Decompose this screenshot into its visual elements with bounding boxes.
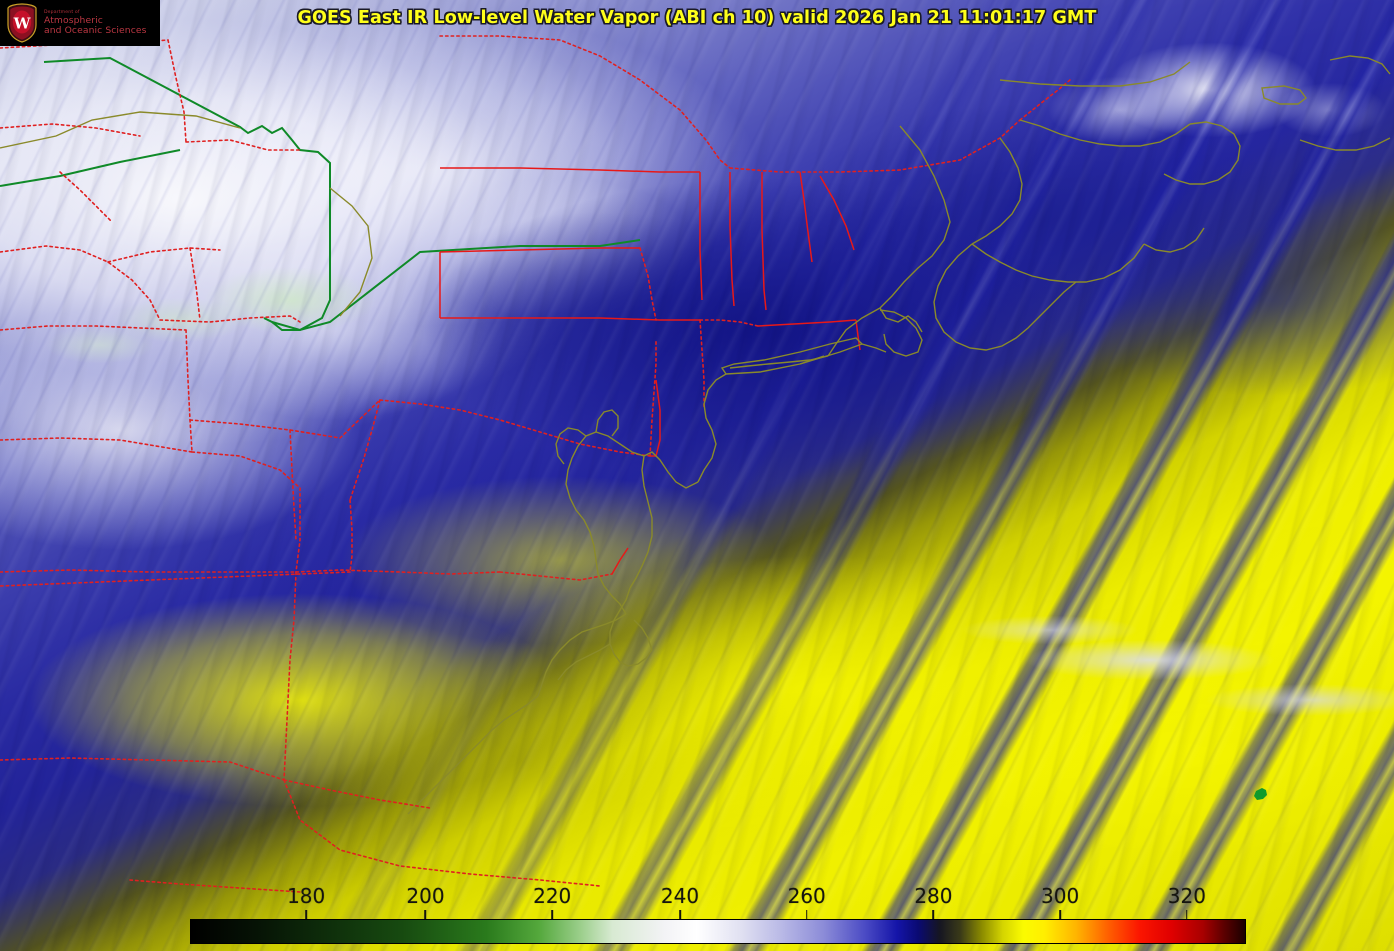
colorbar-gradient <box>190 919 1246 944</box>
atlantic-coastline <box>407 125 951 815</box>
colorbar-tick-marks <box>190 910 1246 919</box>
colorbar-tick-180 <box>305 910 307 919</box>
svg-text:W: W <box>13 15 32 33</box>
colorbar-tick-labels: 180 200 220 240 260 280 300 320 <box>190 884 1246 910</box>
uw-madison-logo: W Department of Atmospheric and Oceanic … <box>0 0 160 46</box>
logo-text-block: Department of Atmospheric and Oceanic Sc… <box>44 9 147 36</box>
logo-department-prefix: Department of <box>44 9 80 15</box>
colorbar-label-240: 240 <box>660 884 700 908</box>
colorbar-tick-320 <box>1186 910 1188 919</box>
colorbar-label-320: 320 <box>1167 884 1206 908</box>
bermuda-island <box>1254 788 1267 800</box>
colorbar-container: 180 200 220 240 260 280 300 320 <box>190 884 1246 948</box>
logo-line-1: Atmospheric <box>44 15 103 27</box>
colorbar-label-200: 200 <box>406 884 445 908</box>
colorbar-label-300: 300 <box>1041 884 1080 908</box>
colorbar-label-220: 220 <box>533 884 572 908</box>
maritimes-coastline <box>933 55 1391 351</box>
great-lakes-outlines <box>0 56 641 332</box>
colorbar-tick-200 <box>424 910 427 919</box>
colorbar-label-280: 280 <box>914 884 953 908</box>
colorbar-tick-240 <box>679 910 681 919</box>
colorbar-tick-300 <box>1059 910 1061 919</box>
colorbar-tick-220 <box>551 910 553 919</box>
colorbar-tick-260 <box>805 910 808 919</box>
colorbar-label-180: 180 <box>287 884 326 908</box>
colorbar-tick-280 <box>932 910 935 919</box>
colorbar-label-260: 260 <box>787 884 826 908</box>
international-border <box>439 35 1071 173</box>
state-borders-midatlantic <box>189 167 861 581</box>
uw-crest-icon: W <box>5 3 39 43</box>
state-borders-southeast <box>0 571 431 809</box>
great-lakes-shorelines <box>0 111 373 317</box>
logo-line-2: and Oceanic Sciences <box>44 24 147 36</box>
